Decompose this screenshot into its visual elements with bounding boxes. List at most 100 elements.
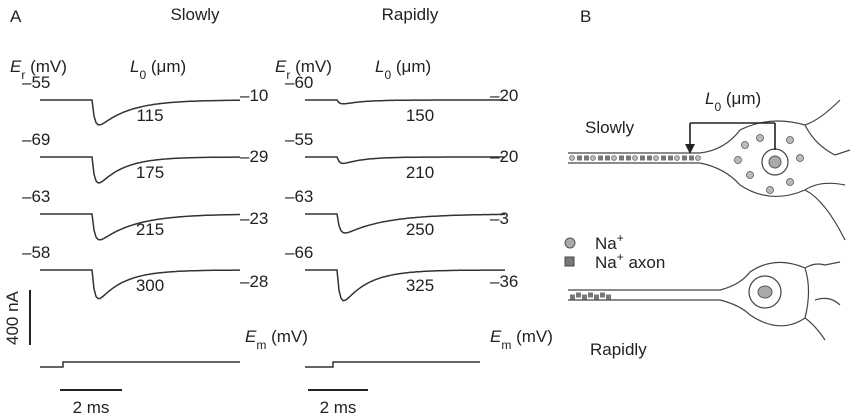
text-part: 0 <box>714 100 721 114</box>
text-part: (μm) <box>721 89 761 108</box>
text-part: (μm) <box>391 57 431 76</box>
axon-channel <box>626 155 631 161</box>
na-channel <box>766 186 774 194</box>
l0-header: L0 (μm) <box>130 57 186 82</box>
text-part: + <box>617 250 624 264</box>
text-part: (mV) <box>511 327 553 346</box>
condition-label: Slowly <box>585 118 635 137</box>
text-part: E <box>10 57 22 76</box>
axon-channel <box>600 292 605 298</box>
em-value: –28 <box>240 272 268 291</box>
na-channel <box>695 155 701 161</box>
current-trace <box>305 156 505 165</box>
em-value: –29 <box>240 147 268 166</box>
er-value: –55 <box>285 130 313 149</box>
stimulus-trace <box>305 361 480 368</box>
em-header: Em (mV) <box>245 327 308 352</box>
text-part: L <box>705 89 714 108</box>
na-channel <box>653 155 659 161</box>
na-channel <box>746 171 754 179</box>
axon-channel <box>594 294 599 300</box>
em-value: –20 <box>490 86 518 105</box>
em-value: –10 <box>240 86 268 105</box>
text-part: r <box>21 68 25 82</box>
condition-label: Rapidly <box>590 340 647 359</box>
er-value: –69 <box>22 130 50 149</box>
na-channel <box>611 155 617 161</box>
l0-value: 210 <box>406 163 434 182</box>
current-trace <box>40 99 240 126</box>
er-value: –55 <box>22 73 50 92</box>
na-channel <box>796 154 804 162</box>
em-header: Em (mV) <box>490 327 553 352</box>
l0-value: 325 <box>406 276 434 295</box>
er-value: –58 <box>22 243 50 262</box>
em-value: –3 <box>490 209 509 228</box>
current-trace <box>40 213 240 241</box>
legend-axon-icon <box>564 256 575 267</box>
na-channel <box>674 155 680 161</box>
text-part: L <box>375 57 384 76</box>
er-value: –60 <box>285 73 313 92</box>
text-part: L <box>130 57 139 76</box>
panel-label: A <box>10 7 22 26</box>
axon-channel <box>570 294 575 300</box>
current-trace <box>305 213 505 234</box>
l0-value: 150 <box>406 106 434 125</box>
l0-bracket <box>685 122 776 154</box>
axon-channel <box>582 294 587 300</box>
text-part: r <box>286 68 290 82</box>
text-part: + <box>617 231 624 245</box>
current-trace <box>40 156 240 184</box>
l0-value: 300 <box>136 276 164 295</box>
text-part: m <box>256 338 266 352</box>
l0-header: L0 (μm) <box>375 57 431 82</box>
er-header: Er (mV) <box>10 57 67 82</box>
axon-channel <box>640 155 645 161</box>
na-channel <box>741 141 749 149</box>
column-title: Rapidly <box>382 5 439 24</box>
legend-label: Na+ axon <box>595 250 665 272</box>
time-scale-label: 2 ms <box>73 398 110 417</box>
current-trace <box>305 269 505 302</box>
na-channel <box>756 134 764 142</box>
na-channel <box>569 155 575 161</box>
axon-channel <box>584 155 589 161</box>
text-part: (mV) <box>25 57 67 76</box>
text-part: m <box>501 338 511 352</box>
na-channel <box>590 155 596 161</box>
em-value: –23 <box>240 209 268 228</box>
er-value: –63 <box>22 187 50 206</box>
text-part: (μm) <box>146 57 186 76</box>
current-trace <box>40 269 240 300</box>
panel-label: B <box>580 7 591 26</box>
em-value: –36 <box>490 272 518 291</box>
axon-channel <box>605 155 610 161</box>
axon-channel <box>668 155 673 161</box>
na-channel <box>734 156 742 164</box>
na-channel <box>632 155 638 161</box>
er-value: –66 <box>285 243 313 262</box>
er-header: Er (mV) <box>275 57 332 82</box>
l0-value: 175 <box>136 163 164 182</box>
l0-value: 215 <box>136 220 164 239</box>
axon-channel <box>689 155 694 161</box>
column-title: Slowly <box>170 5 220 24</box>
text-part: (mV) <box>266 327 308 346</box>
text-part: E <box>490 327 502 346</box>
axon-channel <box>647 155 652 161</box>
current-scale-label: 400 nA <box>3 290 22 345</box>
current-trace <box>305 99 505 105</box>
axon-channel <box>682 155 687 161</box>
text-part: axon <box>624 253 666 272</box>
text-part: (mV) <box>290 57 332 76</box>
er-value: –63 <box>285 187 313 206</box>
neuron-fast <box>568 261 841 341</box>
axon-channel <box>661 155 666 161</box>
time-scale-label: 2 ms <box>320 398 357 417</box>
l0-value: 115 <box>136 106 163 125</box>
text-part: Na <box>595 253 617 272</box>
axon-channel <box>576 292 581 298</box>
text-part: Na <box>595 234 617 253</box>
